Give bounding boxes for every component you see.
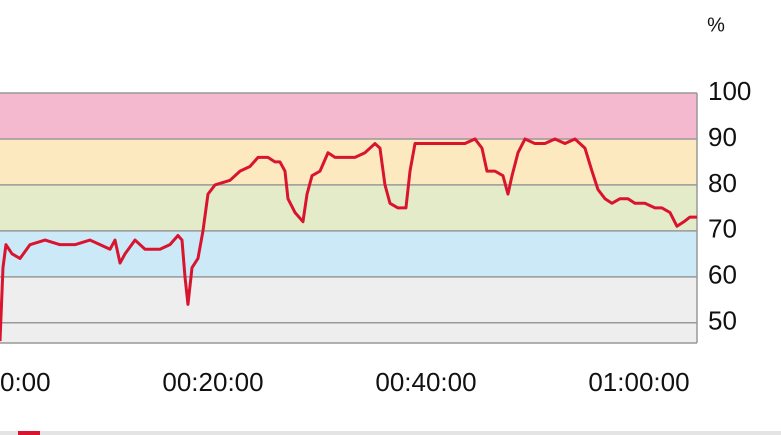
y-tick-label: 70 [708, 214, 737, 244]
page-indicator [18, 431, 40, 435]
x-tick-label: 00:20:00 [162, 367, 263, 397]
x-tick-label: 00:40:00 [375, 367, 476, 397]
zone-band [0, 276, 697, 343]
zone-band [0, 230, 697, 277]
zone-band [0, 138, 697, 185]
plot: 50 60 70 80 90 100 00:00:00 00:20:00 00:40:00 01:… [0, 76, 751, 397]
y-tick-label: 100 [708, 76, 751, 106]
y-tick-label: 90 [708, 122, 737, 152]
zone-band [0, 184, 697, 231]
y-tick-label: 80 [708, 168, 737, 198]
y-unit-label: % [707, 14, 725, 36]
x-tick-label: 00:00:00 [0, 367, 51, 397]
zone-band [0, 93, 697, 139]
bottom-bar [0, 431, 781, 435]
data-line [0, 137, 697, 342]
x-tick-label: 01:00:00 [588, 367, 689, 397]
y-tick-label: 50 [708, 306, 737, 336]
y-tick-label: 60 [708, 260, 737, 290]
